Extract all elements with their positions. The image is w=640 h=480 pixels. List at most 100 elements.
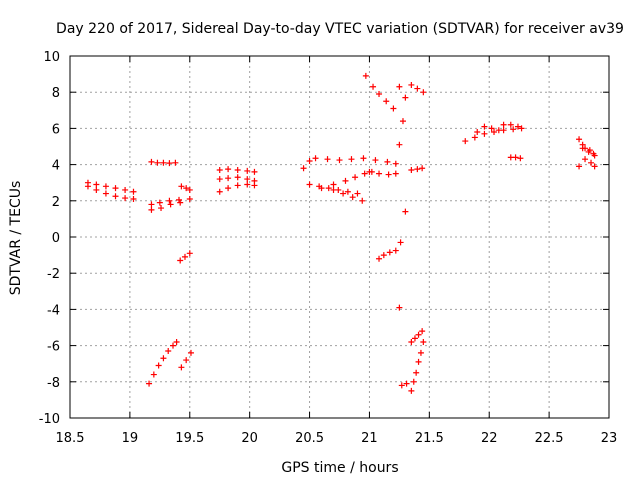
data-point	[244, 167, 251, 174]
data-point	[300, 165, 307, 172]
data-point	[392, 170, 399, 177]
data-points	[84, 72, 598, 394]
data-point	[102, 183, 109, 190]
data-point	[411, 335, 418, 342]
data-point	[183, 357, 190, 364]
data-point	[158, 205, 165, 212]
data-point	[312, 155, 319, 162]
y-tick-label: 8	[52, 86, 60, 101]
data-point	[383, 98, 390, 105]
data-point	[84, 183, 91, 190]
data-point	[130, 195, 137, 202]
data-point	[372, 157, 379, 164]
data-point	[408, 338, 415, 345]
data-point	[403, 380, 410, 387]
data-point	[166, 160, 173, 167]
data-point	[216, 167, 223, 174]
data-point	[481, 123, 488, 130]
data-point	[512, 154, 519, 161]
y-tick-label: 4	[52, 159, 60, 174]
data-point	[392, 247, 399, 254]
data-point	[122, 186, 129, 193]
data-point	[354, 190, 361, 197]
data-point	[186, 250, 193, 257]
data-point	[380, 252, 387, 259]
data-point	[160, 159, 167, 166]
data-point	[177, 257, 184, 264]
data-point	[216, 188, 223, 195]
data-point	[148, 206, 155, 213]
data-point	[330, 181, 337, 188]
data-point	[481, 130, 488, 137]
data-point	[517, 155, 524, 162]
y-tick-label: -6	[47, 340, 60, 355]
data-point	[579, 145, 586, 152]
data-point	[166, 197, 173, 204]
data-point	[576, 163, 583, 170]
y-tick-label: -2	[47, 267, 60, 282]
data-point	[165, 348, 172, 355]
data-point	[414, 85, 421, 92]
data-point	[352, 174, 359, 181]
y-tick-label: -8	[47, 376, 60, 391]
data-point	[244, 181, 251, 188]
data-point	[495, 127, 502, 134]
data-point	[324, 156, 331, 163]
data-point	[186, 195, 193, 202]
data-point	[419, 165, 426, 172]
data-point	[419, 328, 426, 335]
data-point	[366, 168, 373, 175]
data-point	[225, 166, 232, 173]
data-point	[112, 185, 119, 192]
data-point	[130, 188, 137, 195]
data-point	[148, 201, 155, 208]
data-point	[471, 134, 478, 141]
x-tick-label: 19	[122, 431, 139, 446]
data-point	[122, 195, 129, 202]
data-point	[386, 249, 393, 256]
data-point	[514, 123, 521, 130]
y-tick-label: -4	[47, 303, 60, 318]
data-point	[306, 157, 313, 164]
x-tick-labels: 18.5 19 19.5 20 20.5 21 21.5 22 22.5 23	[56, 431, 618, 446]
data-point	[408, 387, 415, 394]
data-point	[399, 118, 406, 125]
x-tick-label: 18.5	[56, 431, 85, 446]
x-tick-label: 20.5	[295, 431, 324, 446]
y-tick-label: -10	[39, 412, 60, 427]
data-point	[415, 331, 422, 338]
data-point	[414, 166, 421, 173]
data-point	[93, 181, 100, 188]
y-tick-label: 10	[43, 50, 60, 65]
x-tick-label: 20	[241, 431, 258, 446]
x-tick-label: 22	[481, 431, 498, 446]
data-point	[510, 126, 517, 133]
y-tick-label: 6	[52, 122, 60, 137]
x-tick-label: 22.5	[535, 431, 564, 446]
data-point	[170, 342, 177, 349]
y-tick-label: 2	[52, 195, 60, 210]
data-point	[348, 156, 355, 163]
data-point	[318, 185, 325, 192]
data-point	[420, 338, 427, 345]
data-point	[112, 193, 119, 200]
data-point	[408, 167, 415, 174]
data-point	[177, 199, 184, 206]
data-point	[148, 158, 155, 165]
data-point	[225, 175, 232, 182]
data-point	[216, 176, 223, 183]
data-point	[306, 181, 313, 188]
x-tick-label: 23	[601, 431, 618, 446]
data-point	[156, 199, 163, 206]
data-point	[588, 159, 595, 166]
data-point	[390, 105, 397, 112]
data-point	[359, 197, 366, 204]
data-point	[154, 159, 161, 166]
data-point	[349, 194, 356, 201]
data-point	[385, 171, 392, 178]
data-point	[410, 378, 417, 385]
data-point	[178, 364, 185, 371]
data-point	[344, 188, 351, 195]
data-point	[488, 125, 495, 132]
